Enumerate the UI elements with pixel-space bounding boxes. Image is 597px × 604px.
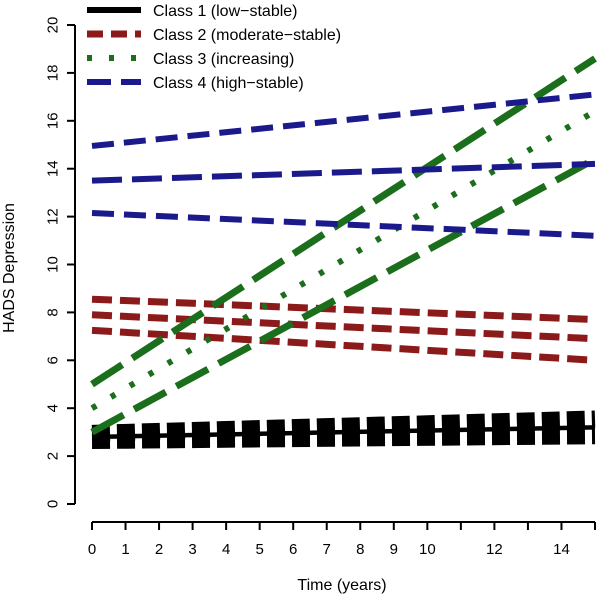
legend-label-class-3: Class 3 (increasing) bbox=[153, 51, 294, 68]
series-line-class-1-bound bbox=[91, 427, 596, 450]
y-tick-label: 10 bbox=[45, 256, 62, 273]
x-tick-label: 9 bbox=[390, 541, 398, 558]
y-tick-label: 4 bbox=[45, 404, 62, 412]
x-tick-label: 2 bbox=[155, 541, 163, 558]
y-tick-label: 6 bbox=[45, 356, 62, 364]
x-axis-title: Time (years) bbox=[297, 577, 386, 594]
x-tick-label: 4 bbox=[222, 541, 230, 558]
series-layer bbox=[90, 55, 597, 450]
x-tick-label: 0 bbox=[88, 541, 96, 558]
series-line-class-1-bound bbox=[91, 410, 596, 442]
x-tick-label: 10 bbox=[419, 541, 436, 558]
y-tick-label: 18 bbox=[45, 65, 62, 82]
y-axis-title: HADS Depression bbox=[1, 203, 18, 333]
series-line-class-3-bound bbox=[90, 156, 597, 436]
legend-label-class-2: Class 2 (moderate−stable) bbox=[153, 27, 341, 44]
x-tick-label: 8 bbox=[356, 541, 364, 558]
series-line-class-3-bound bbox=[90, 55, 597, 388]
y-tick-label: 0 bbox=[45, 500, 62, 508]
legend: Class 1 (low−stable) Class 2 (moderate−st… bbox=[87, 3, 341, 92]
legend-label-class-4: Class 4 (high−stable) bbox=[153, 75, 304, 92]
y-tick-label: 12 bbox=[45, 208, 62, 225]
x-tick-label: 6 bbox=[289, 541, 297, 558]
legend-label-class-1: Class 1 (low−stable) bbox=[153, 3, 298, 20]
y-tick-label: 8 bbox=[45, 308, 62, 316]
y-tick-label: 20 bbox=[45, 17, 62, 34]
series-line-class-4-bound bbox=[91, 91, 596, 149]
y-tick-label: 16 bbox=[45, 112, 62, 129]
x-tick-label: 5 bbox=[255, 541, 263, 558]
x-tick-label: 12 bbox=[486, 541, 503, 558]
series-line-class-3-mean bbox=[90, 108, 597, 411]
y-tick-label: 14 bbox=[45, 160, 62, 177]
x-tick-label: 1 bbox=[121, 541, 129, 558]
series-line-class-4-mean bbox=[91, 160, 596, 184]
x-tick-label: 14 bbox=[553, 541, 570, 558]
y-tick-label: 2 bbox=[45, 452, 62, 460]
x-tick-label: 7 bbox=[323, 541, 331, 558]
series-line-class-4-bound bbox=[91, 210, 596, 239]
x-tick-label: 3 bbox=[188, 541, 196, 558]
